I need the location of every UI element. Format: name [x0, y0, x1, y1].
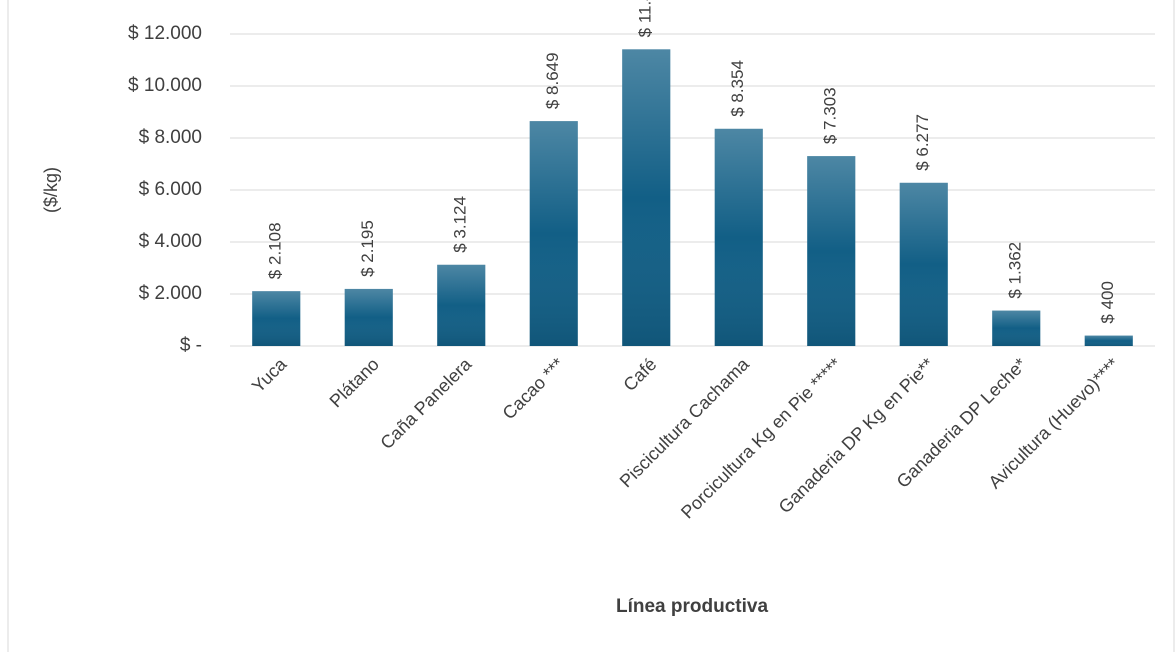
y-axis-label: ($/kg) — [41, 167, 61, 213]
chart-frame — [7, 0, 1175, 652]
data-label: $ 400 — [1098, 281, 1117, 324]
bar-shade — [252, 291, 301, 346]
x-tick-label: Yuca — [248, 353, 291, 396]
y-tick-label: $ 10.000 — [128, 75, 202, 96]
data-label: $ 2.108 — [266, 222, 285, 279]
y-tick-label: $ - — [180, 335, 202, 356]
data-label: $ 8.649 — [543, 52, 562, 109]
bar-shade — [344, 288, 393, 346]
bar-shade — [899, 182, 948, 346]
bar-shade — [807, 156, 856, 346]
y-tick-label: $ 12.000 — [128, 23, 202, 44]
bar-shade — [1084, 335, 1133, 346]
data-label: $ 2.195 — [358, 220, 377, 277]
bar-shade — [529, 121, 578, 346]
x-tick-label: Cacao *** — [499, 354, 568, 423]
bar-shade — [437, 264, 486, 346]
data-label: $ 8.354 — [728, 60, 747, 117]
y-tick-label: $ 2.000 — [139, 283, 202, 304]
bar-shade — [714, 128, 763, 346]
y-tick-label: $ 4.000 — [139, 231, 202, 252]
bar-shade — [992, 310, 1041, 346]
x-tick-label: Plátano — [326, 354, 383, 411]
data-label: $ 3.124 — [451, 196, 470, 253]
y-tick-label: $ 8.000 — [139, 127, 202, 148]
data-label: $ 6.277 — [913, 114, 932, 171]
x-tick-label: Porcicultura Kg en Pie ***** — [677, 354, 845, 522]
data-label: $ 11.410 — [636, 0, 655, 37]
x-tick-label: Café — [619, 354, 660, 395]
data-label: $ 7.303 — [821, 87, 840, 144]
bar-shade — [622, 49, 671, 347]
y-tick-label: $ 6.000 — [139, 179, 202, 200]
data-label: $ 1.362 — [1006, 242, 1025, 299]
x-tick-label: Ganaderia DP Kg en Pie** — [775, 354, 938, 517]
x-axis-label: Línea productiva — [616, 596, 768, 617]
x-tick-label: Caña Panelera — [376, 353, 476, 453]
